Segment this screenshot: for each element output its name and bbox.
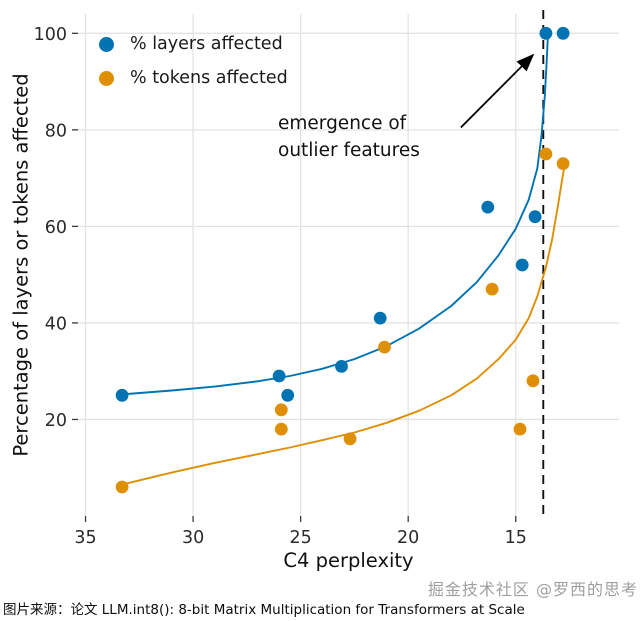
scatter-point [481, 200, 495, 214]
trend-line [122, 33, 549, 396]
scatter-point [539, 26, 553, 40]
x-tick-label: 20 [397, 528, 419, 548]
trend-line [121, 161, 567, 486]
x-axis-label: C4 perplexity [283, 549, 414, 572]
scatter-point [272, 369, 286, 383]
x-tick-label: 35 [74, 528, 96, 548]
y-axis-label: Percentage of layers or tokens affected [9, 73, 33, 457]
plot-area: 35 30 25 20 15 20 40 60 80 100 [34, 10, 619, 548]
scatter-point [526, 374, 540, 388]
scatter-point [556, 157, 570, 171]
scatter-point [515, 258, 529, 272]
scatter-point [556, 26, 570, 40]
legend-marker-layers-icon [99, 36, 114, 52]
scatter-point [378, 340, 391, 354]
y-tick-label: 100 [34, 25, 67, 45]
scatter-point [373, 311, 387, 325]
scatter-point [335, 360, 348, 373]
scatter-point [485, 282, 499, 296]
y-tick-label: 40 [45, 314, 67, 334]
scatter-point [539, 147, 553, 161]
legend-label-layers: % layers affected [130, 34, 283, 54]
watermark: 掘金技术社区 @罗西的思考 [427, 580, 638, 599]
scatter-point [115, 480, 129, 494]
x-tick-label: 15 [505, 528, 527, 548]
image-caption: 图片来源：论文 LLM.int8(): 8-bit Matrix Multipl… [3, 602, 525, 618]
x-tick-label: 30 [182, 528, 204, 548]
y-tick-label: 80 [45, 121, 67, 141]
scatter-point [343, 432, 357, 446]
annotation-emergence-text: emergence of outlier features [278, 113, 420, 161]
legend-item-layers: % layers affected [99, 33, 288, 55]
scatter-point [274, 403, 288, 417]
x-tick-label: 25 [289, 528, 311, 548]
annotation-arrow [460, 53, 535, 129]
legend-marker-tokens-icon [99, 70, 114, 86]
scatter-point [115, 388, 129, 402]
scatter-point [528, 210, 542, 224]
scatter-point [513, 422, 527, 436]
scatter-point [274, 422, 288, 436]
legend-label-tokens: % tokens affected [130, 68, 288, 88]
y-tick-label: 20 [45, 411, 67, 431]
scatter-point [281, 388, 295, 402]
legend-item-tokens: % tokens affected [99, 67, 288, 89]
legend: % layers affected % tokens affected [99, 33, 288, 89]
y-tick-label: 60 [45, 218, 67, 238]
chart-figure: 35 30 25 20 15 20 40 60 80 100 % layers affected … [9, 10, 619, 572]
